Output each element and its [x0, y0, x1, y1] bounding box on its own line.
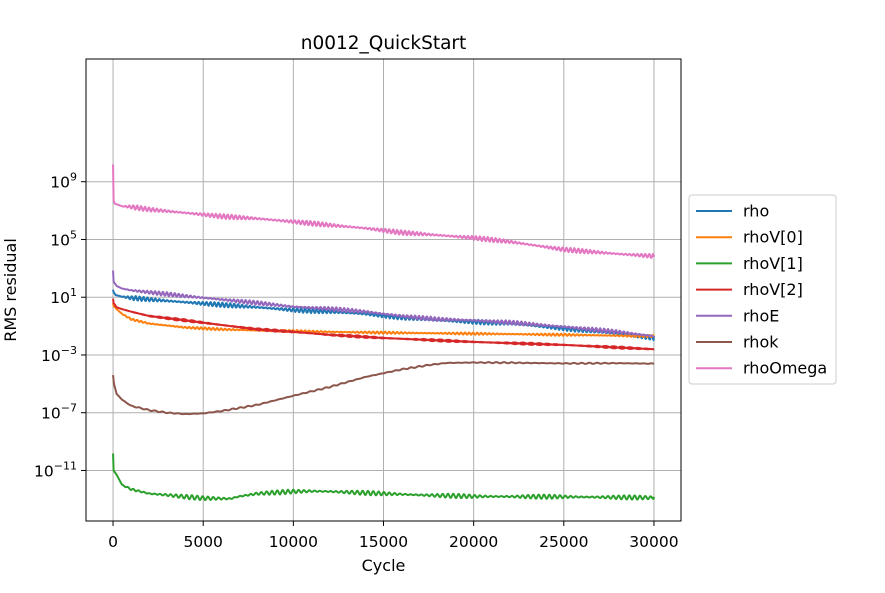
- legend-label: rhoV[1]: [743, 254, 803, 273]
- legend-box: [688, 194, 837, 385]
- chart-title: n0012_QuickStart: [301, 33, 467, 54]
- y-tick-label: 10−3: [41, 344, 77, 365]
- x-tick-label: 25000: [539, 533, 588, 551]
- y-axis-label: RMS residual: [1, 238, 20, 342]
- y-tick-label: 10−11: [34, 459, 77, 480]
- legend-label: rhoV[2]: [743, 280, 803, 299]
- legend-label: rhoV[0]: [743, 228, 803, 247]
- x-tick-label: 20000: [449, 533, 498, 551]
- legend-label: rhoE: [743, 306, 779, 325]
- axis-ticks: 0 5000 10000 15000 20000 25000 30000 109 105 101 1…: [34, 171, 679, 551]
- legend-label: rhoOmega: [743, 359, 827, 378]
- series-line: [112, 361, 655, 416]
- x-tick-label: 10000: [269, 533, 318, 551]
- series-line: [112, 453, 655, 502]
- y-tick-label: 10−7: [41, 402, 77, 423]
- x-tick-label: 30000: [629, 533, 678, 551]
- y-tick-label: 105: [50, 228, 77, 249]
- series-lines: [112, 164, 655, 502]
- y-tick-label: 101: [50, 286, 77, 307]
- y-tick-label: 109: [50, 171, 77, 192]
- series-line: [112, 270, 655, 338]
- series-line: [112, 298, 655, 351]
- legend-label: rho: [743, 202, 769, 221]
- legend: rho rhoV[0] rhoV[1] rhoV[2] rhoE rhok rhoOmega: [688, 194, 837, 385]
- x-tick-label: 0: [108, 533, 118, 551]
- series-line: [112, 302, 655, 339]
- x-tick-label: 15000: [359, 533, 408, 551]
- x-tick-label: 5000: [183, 533, 222, 551]
- x-axis-label: Cycle: [362, 556, 406, 575]
- series-line: [112, 164, 655, 259]
- legend-label: rhok: [743, 333, 779, 352]
